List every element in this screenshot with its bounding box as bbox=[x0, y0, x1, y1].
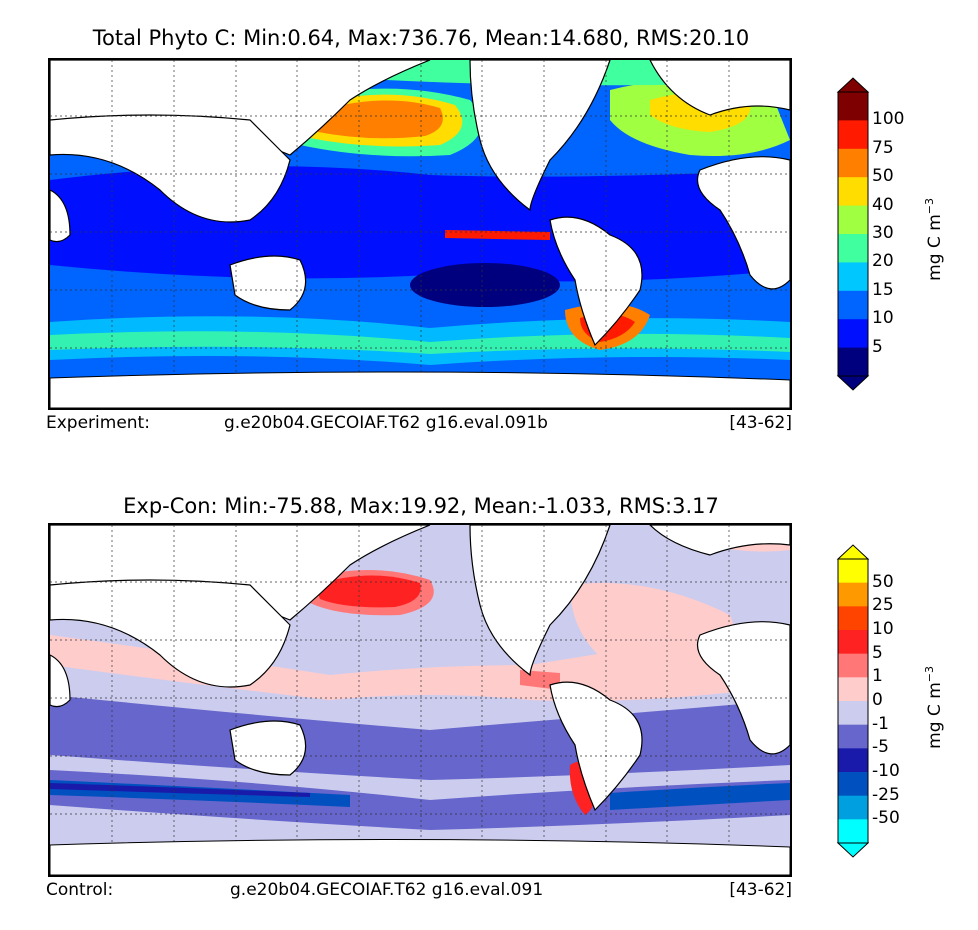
colorbar-segment bbox=[838, 148, 868, 178]
colorbar-segment bbox=[838, 724, 868, 749]
colorbar-frame bbox=[837, 558, 869, 844]
colorbar-segment bbox=[838, 701, 868, 726]
colorbar-tick-label: -25 bbox=[872, 784, 900, 805]
colorbar-segment bbox=[838, 772, 868, 797]
colorbar-segment bbox=[838, 319, 868, 349]
colorbar-tick-label: 75 bbox=[872, 137, 894, 158]
colorbar-tick-label: 15 bbox=[872, 279, 894, 300]
panel1-title: Total Phyto C: Min:0.64, Max:736.76, Mea… bbox=[92, 26, 750, 50]
colorbar-tick-label: 30 bbox=[872, 223, 894, 243]
colorbar-segment bbox=[838, 347, 868, 377]
panel2-map bbox=[48, 523, 792, 877]
colorbar-under-triangle bbox=[836, 842, 870, 858]
control-label: Control: bbox=[46, 880, 114, 900]
colorbar-svg bbox=[836, 77, 870, 391]
colorbar-segment bbox=[838, 819, 868, 844]
colorbar-segment bbox=[838, 748, 868, 773]
colorbar-segment bbox=[838, 630, 868, 655]
control-case: g.e20b04.GECOIAF.T62 g16.eval.091 bbox=[230, 880, 544, 900]
colorbar-tick-label: 5 bbox=[872, 336, 883, 357]
colorbar-frame bbox=[837, 91, 869, 377]
colorbar-tick-label: 100 bbox=[872, 109, 905, 130]
colorbar-tick-label: -10 bbox=[872, 761, 900, 781]
panel1-colorbar bbox=[836, 77, 870, 391]
colorbar-tick-label: 20 bbox=[872, 251, 894, 272]
colorbar-tick-label: -1 bbox=[872, 713, 889, 734]
panel2-title: Exp-Con: Min:-75.88, Max:19.92, Mean:-1.… bbox=[123, 494, 719, 518]
colorbar-segment bbox=[838, 559, 868, 584]
experiment-case: g.e20b04.GECOIAF.T62 g16.eval.091b bbox=[224, 413, 548, 433]
colorbar-tick-label: 40 bbox=[872, 194, 894, 215]
colorbar-tick-label: -50 bbox=[872, 808, 900, 829]
colorbar-tick-label: -5 bbox=[872, 737, 889, 758]
colorbar-segment bbox=[838, 582, 868, 607]
colorbar-tick-label: 10 bbox=[872, 619, 894, 639]
panel2-colorbar-units: mg C m−3 bbox=[923, 666, 945, 749]
colorbar-tick-label: 0 bbox=[872, 690, 883, 710]
panel2-footer: Control: g.e20b04.GECOIAF.T62 g16.eval.0… bbox=[46, 880, 792, 902]
colorbar-tick-label: 50 bbox=[872, 571, 894, 592]
colorbar-over-triangle bbox=[836, 544, 870, 560]
colorbar-tick-label: 5 bbox=[872, 642, 883, 663]
experiment-years: [43-62] bbox=[729, 413, 792, 433]
panel1-colorbar-units: mg C m−3 bbox=[923, 198, 945, 281]
colorbar-segment bbox=[838, 262, 868, 292]
experiment-label: Experiment: bbox=[46, 413, 150, 433]
panel2-colorbar bbox=[836, 544, 870, 858]
colorbar-tick-label: 10 bbox=[872, 308, 894, 329]
panel1-map bbox=[48, 58, 792, 410]
panel1-footer: Experiment: g.e20b04.GECOIAF.T62 g16.eva… bbox=[46, 413, 792, 435]
colorbar-segment bbox=[838, 677, 868, 702]
colorbar-tick-label: 50 bbox=[872, 166, 894, 187]
colorbar-segment bbox=[838, 177, 868, 207]
control-years: [43-62] bbox=[729, 880, 792, 900]
colorbar-segment bbox=[838, 92, 868, 121]
colorbar-under-triangle bbox=[836, 375, 870, 391]
colorbar-tick-label: 25 bbox=[872, 595, 894, 616]
colorbar-segment bbox=[838, 290, 868, 320]
colorbar-segment bbox=[838, 234, 868, 263]
colorbar-segment bbox=[838, 795, 868, 820]
colorbar-tick-label: 1 bbox=[872, 666, 883, 687]
colorbar-over-triangle bbox=[836, 77, 870, 93]
colorbar-svg bbox=[836, 544, 870, 858]
colorbar-segment bbox=[838, 205, 868, 235]
colorbar-segment bbox=[838, 606, 868, 631]
colorbar-segment bbox=[838, 653, 868, 678]
colorbar-segment bbox=[838, 120, 868, 150]
